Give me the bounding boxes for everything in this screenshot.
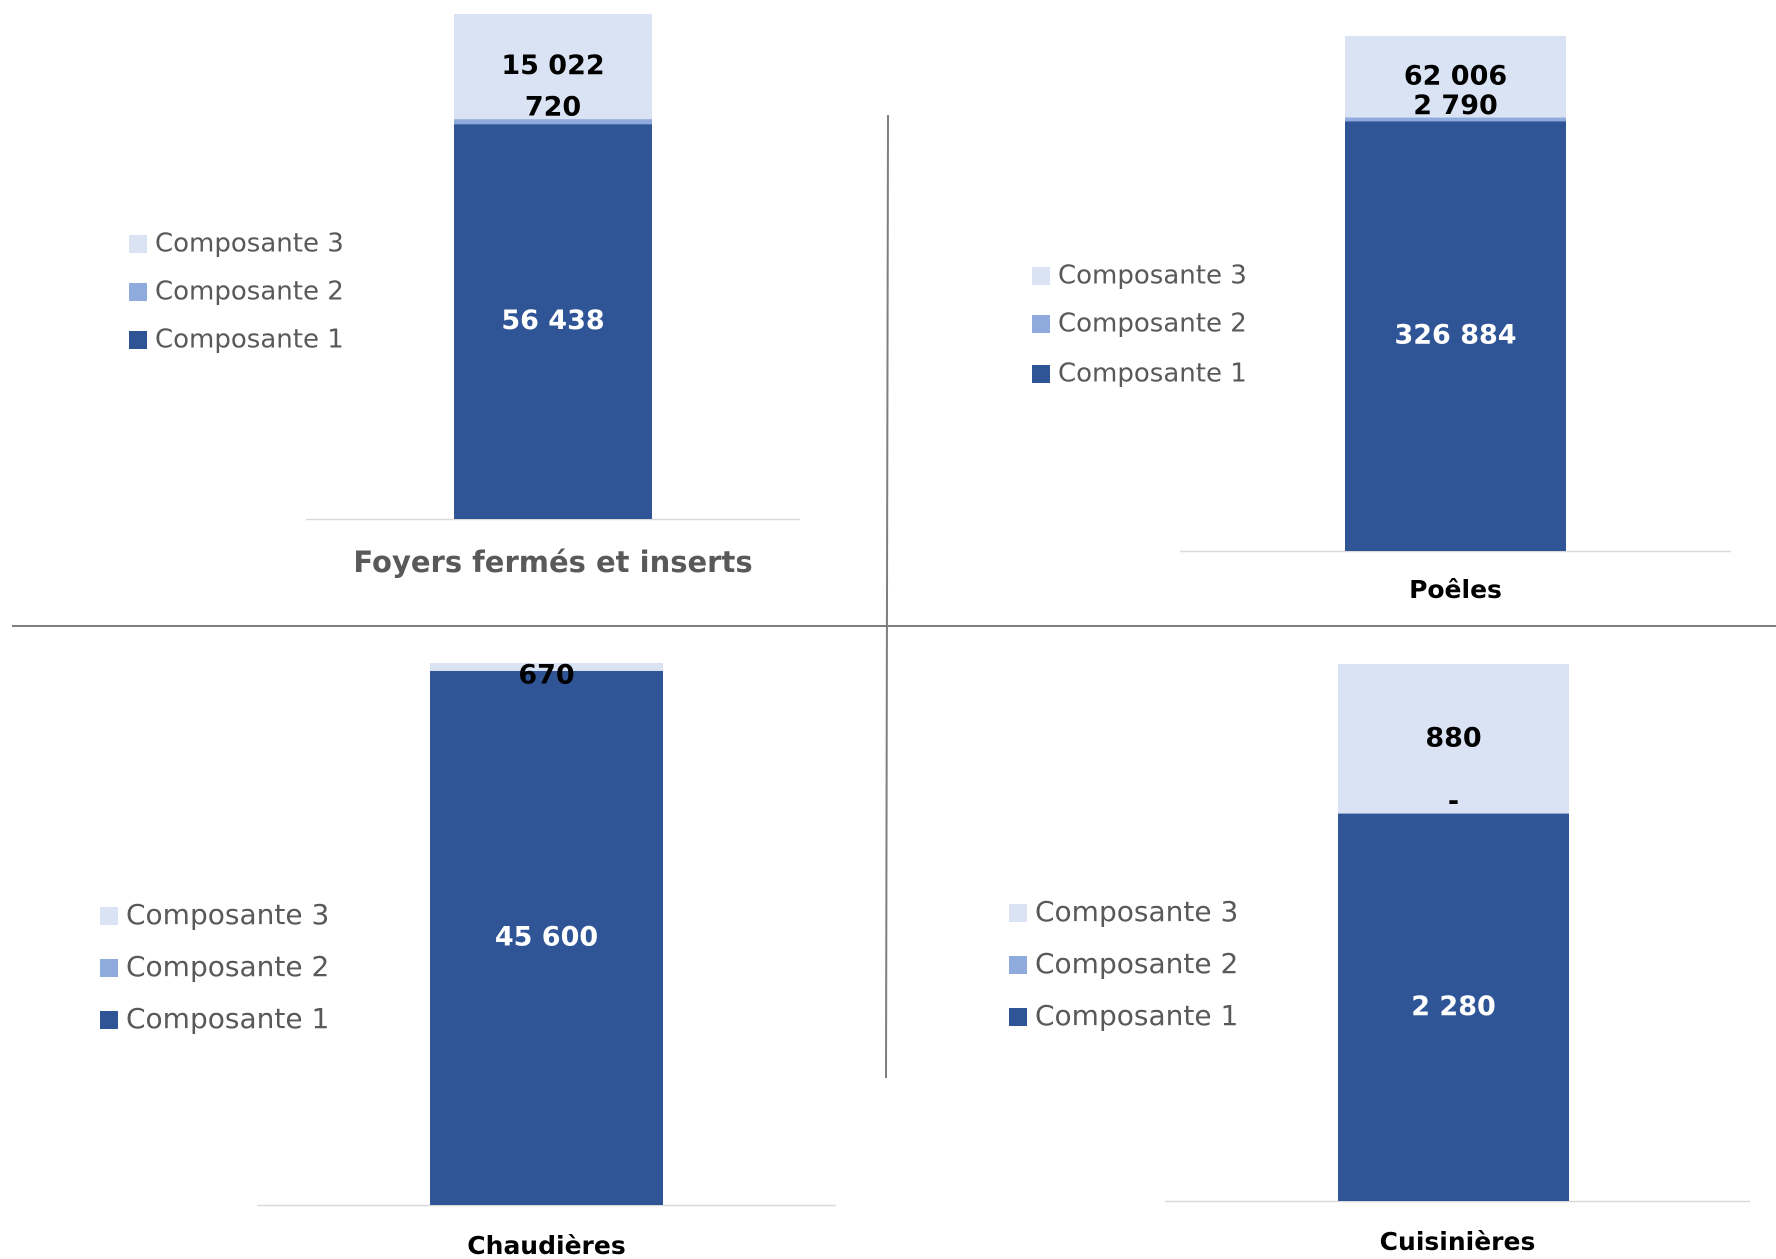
- data-label-composante-2: 2 790: [1413, 90, 1498, 121]
- chart-cuisinieres: 2 280 - 880 Composante 3 Composante 2 Composa…: [1009, 664, 1750, 1256]
- legend-label-composante-1: Composante 1: [1035, 999, 1238, 1032]
- chart-chaudieres: 45 600 670 Composante 3 Composante 2 Composa…: [100, 659, 836, 1259]
- legend-swatch-composante-3: [1032, 267, 1050, 285]
- data-label-composante-3: 880: [1425, 722, 1481, 753]
- bar-segment-composante-3: [1345, 36, 1566, 118]
- bar-segment-composante-1: [1345, 121, 1566, 551]
- data-label-composante-3: 670: [518, 659, 574, 690]
- data-label-composante-3: 62 006: [1404, 60, 1507, 91]
- bar-segment-composante-2: [1345, 117, 1566, 122]
- category-label: Cuisinières: [1380, 1227, 1536, 1256]
- legend-label-composante-1: Composante 1: [126, 1002, 329, 1035]
- chart-foyers: 56 438 720 15 022 Composante 3 Composante 2 C…: [129, 14, 800, 579]
- legend-swatch-composante-3: [129, 235, 147, 253]
- vertical-divider: [885, 114, 889, 1079]
- legend-label-composante-1: Composante 1: [155, 325, 344, 355]
- legend-swatch-composante-3: [100, 907, 118, 925]
- data-label-composante-1: 45 600: [495, 921, 598, 952]
- data-label-composante-1: 326 884: [1394, 320, 1516, 351]
- legend-swatch-composante-2: [100, 959, 118, 977]
- data-label-composante-1: 56 438: [501, 305, 604, 336]
- legend-label-composante-3: Composante 3: [1035, 895, 1238, 928]
- bar-segment-composante-1: [1338, 813, 1569, 1201]
- legend-swatch-composante-1: [1009, 1008, 1027, 1026]
- bar-segment-composante-3: [1338, 664, 1569, 814]
- category-label: Foyers fermés et inserts: [353, 545, 752, 579]
- legend-swatch-composante-2: [1032, 315, 1050, 333]
- category-label: Chaudières: [467, 1231, 625, 1259]
- legend-label-composante-3: Composante 3: [155, 229, 344, 259]
- data-label-composante-1: 2 280: [1411, 991, 1496, 1022]
- legend-label-composante-2: Composante 2: [126, 950, 329, 983]
- legend-swatch-composante-3: [1009, 904, 1027, 922]
- bar-segment-composante-2: [454, 119, 652, 125]
- bar-segment-composante-3: [454, 14, 652, 120]
- legend-label-composante-1: Composante 1: [1058, 359, 1247, 389]
- legend-swatch-composante-1: [129, 331, 147, 349]
- legend-swatch-composante-1: [100, 1011, 118, 1029]
- legend-label-composante-3: Composante 3: [126, 898, 329, 931]
- legend-label-composante-2: Composante 2: [1058, 309, 1247, 339]
- data-label-composante-3: 15 022: [501, 50, 604, 81]
- legend-swatch-composante-2: [1009, 956, 1027, 974]
- data-label-composante-2: -: [1448, 786, 1459, 817]
- bar-segment-composante-3: [430, 663, 663, 671]
- legend-swatch-composante-2: [129, 283, 147, 301]
- legend-label-composante-3: Composante 3: [1058, 261, 1247, 291]
- bar-segment-composante-1: [430, 670, 663, 1205]
- category-label: Poêles: [1409, 575, 1502, 604]
- data-label-composante-2: 720: [525, 92, 581, 123]
- legend-label-composante-2: Composante 2: [1035, 947, 1238, 980]
- legend-swatch-composante-1: [1032, 365, 1050, 383]
- legend-label-composante-2: Composante 2: [155, 277, 344, 307]
- bar-segment-composante-1: [454, 124, 652, 519]
